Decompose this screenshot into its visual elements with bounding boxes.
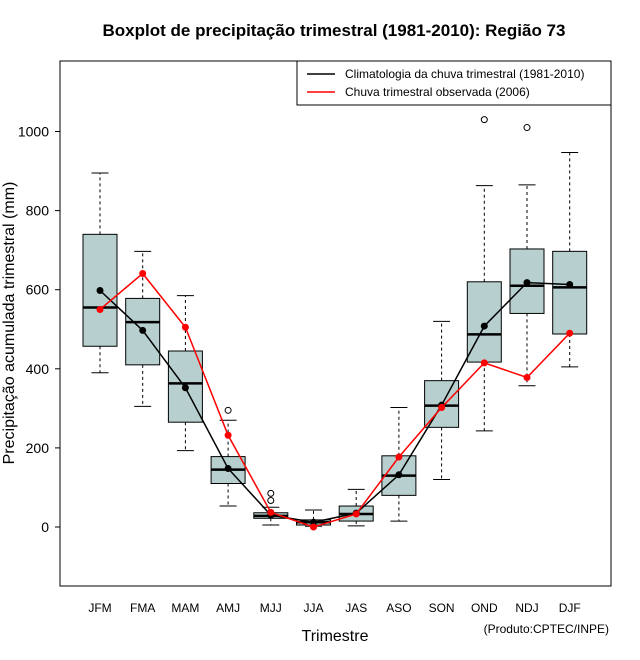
outlier-point xyxy=(267,497,275,505)
observed-point xyxy=(438,404,446,412)
box-group-aso xyxy=(381,407,417,522)
observed-point xyxy=(267,508,275,516)
y-axis: 0 200 400 600 800 1000 xyxy=(18,124,60,535)
y-axis-label: Precipitação acumulada trimestral (mm) xyxy=(1,182,18,465)
x-tick-label: OND xyxy=(471,601,498,615)
x-tick-label: DJF xyxy=(559,601,581,615)
observed-point xyxy=(310,523,317,531)
observed-point xyxy=(480,359,488,367)
climatology-point xyxy=(523,279,531,287)
x-tick-label: MAM xyxy=(171,601,199,615)
climatology-point xyxy=(96,286,104,294)
observed-line xyxy=(99,272,571,528)
observed-point xyxy=(523,374,531,382)
observed-point xyxy=(224,431,232,439)
box-group-ndj xyxy=(509,124,545,387)
x-tick-label: MJJ xyxy=(260,601,282,615)
boxes-layer xyxy=(82,116,588,527)
climatology-point xyxy=(480,322,488,330)
climatology-point xyxy=(224,464,232,472)
climatology-point xyxy=(395,471,403,479)
chart-title: Boxplot de precipitação trimestral (1981… xyxy=(103,21,566,40)
y-tick-label: 800 xyxy=(26,203,50,219)
x-tick-label: JAS xyxy=(345,601,367,615)
x-tick-label: SON xyxy=(429,601,455,615)
box-group-jfm xyxy=(82,172,118,374)
box-group-djf xyxy=(552,151,588,368)
x-axis-label: Trimestre xyxy=(302,628,369,645)
observed-point xyxy=(566,329,574,337)
observed-point xyxy=(395,453,403,461)
x-tick-label: JJA xyxy=(303,601,323,615)
y-tick-label: 200 xyxy=(26,440,50,456)
outlier-point xyxy=(224,406,232,414)
climatology-line xyxy=(99,281,570,524)
box-group-ond xyxy=(466,116,502,432)
y-tick-label: 400 xyxy=(26,361,50,377)
observed-point xyxy=(139,269,147,277)
box-group-fma xyxy=(125,250,161,407)
box-iqr xyxy=(552,250,588,335)
outlier-point xyxy=(523,124,531,132)
legend-label-observed: Chuva trimestral observada (2006) xyxy=(345,85,530,99)
series-lines-layer xyxy=(96,269,574,531)
outlier-point xyxy=(480,116,488,124)
credit-text: (Produto:CPTEC/INPE) xyxy=(484,622,609,636)
observed-point xyxy=(181,323,189,331)
climatology-point xyxy=(566,281,574,289)
y-tick-label: 1000 xyxy=(18,124,49,140)
x-axis: JFM FMA MAM AMJ MJJ JJA JAS ASO SON OND NDJ DJF xyxy=(88,601,580,615)
observed-point xyxy=(352,510,360,518)
legend-label-climatology: Climatologia da chuva trimestral (1981-2… xyxy=(345,67,584,81)
box-iqr xyxy=(466,281,502,363)
box-group-son xyxy=(424,320,460,481)
box-group-mjj xyxy=(253,489,289,526)
outlier-point xyxy=(267,489,275,497)
y-tick-label: 0 xyxy=(41,519,49,535)
climatology-point xyxy=(139,326,147,334)
climatology-point xyxy=(181,384,189,392)
plot-area: 0 200 400 600 800 1000 JFM FMA MAM AMJ MJJ JJA JAS A… xyxy=(18,60,612,615)
x-tick-label: AMJ xyxy=(216,601,240,615)
x-tick-label: NDJ xyxy=(515,601,538,615)
x-tick-label: ASO xyxy=(386,601,411,615)
box-group-jas xyxy=(338,488,374,527)
box-group-amj xyxy=(210,406,246,507)
legend: Climatologia da chuva trimestral (1981-2… xyxy=(296,60,612,106)
x-tick-label: JFM xyxy=(88,601,111,615)
x-tick-label: FMA xyxy=(130,601,155,615)
box-group-mam xyxy=(167,295,203,452)
legend-box xyxy=(296,60,612,106)
y-tick-label: 600 xyxy=(26,282,50,298)
observed-point xyxy=(96,305,104,313)
